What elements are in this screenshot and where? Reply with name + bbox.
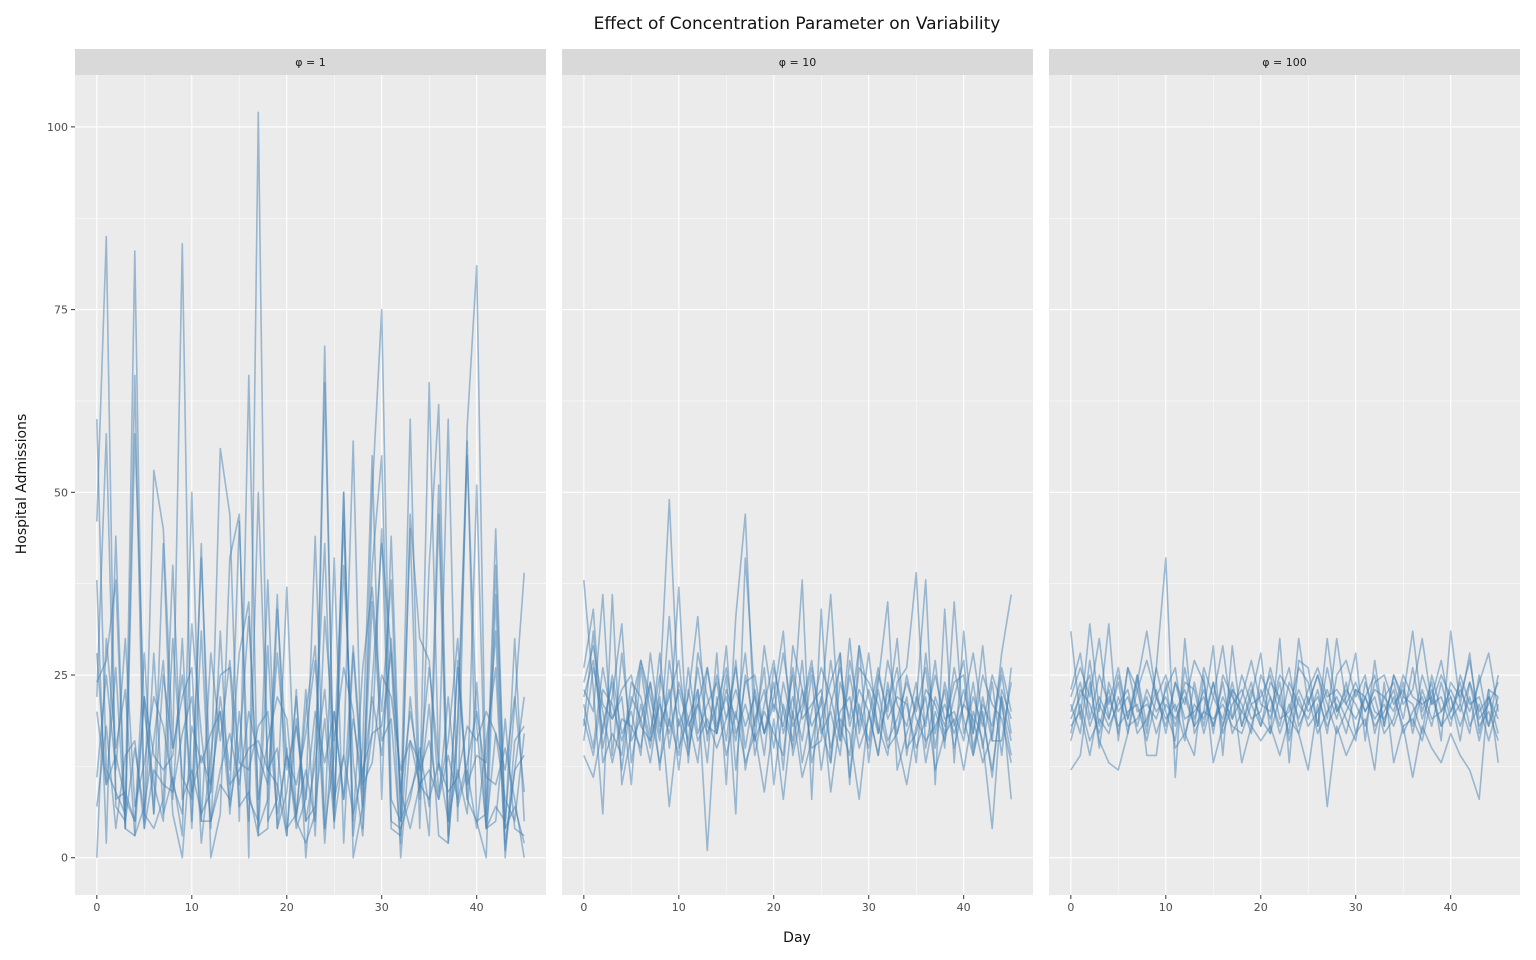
x-tick-label: 40 (1444, 901, 1458, 914)
x-tick-label: 10 (185, 901, 199, 914)
facet-strip (1049, 49, 1520, 75)
chart-title: Effect of Concentration Parameter on Var… (594, 14, 1001, 34)
series-line (583, 659, 1012, 771)
x-tick-label: 30 (862, 901, 876, 914)
y-tick-label: 25 (54, 669, 68, 682)
facet-strip (75, 49, 546, 75)
x-tick-label: 30 (1349, 901, 1363, 914)
series-line (583, 681, 1012, 852)
series-line (1070, 666, 1499, 742)
series-line (1070, 681, 1499, 742)
series-line (96, 637, 525, 859)
series-line (1070, 674, 1499, 808)
y-tick-label: 0 (61, 852, 68, 865)
facet-strip-label: φ = 1 (295, 56, 325, 69)
series-line (583, 630, 1012, 764)
y-tick-label: 75 (54, 304, 68, 317)
facet-strip-label: φ = 10 (779, 56, 816, 69)
x-tick-label: 0 (580, 901, 587, 914)
x-axis-title: Day (783, 930, 811, 946)
facet-panel: φ = 1 0 10 20 30 40 0 25 50 75 100 (47, 49, 546, 914)
x-tick-label: 20 (280, 901, 294, 914)
y-axis-title: Hospital Admissions (14, 414, 30, 555)
facet-panel: φ = 100 0 10 20 30 40 (1049, 49, 1520, 914)
facet-panel: φ = 10 0 10 20 30 40 (562, 49, 1033, 914)
x-tick-label: 40 (470, 901, 484, 914)
x-tick-label: 0 (1067, 901, 1074, 914)
series-line (96, 637, 525, 852)
x-tick-label: 20 (767, 901, 781, 914)
x-tick-label: 10 (1159, 901, 1173, 914)
y-tick-label: 100 (47, 121, 68, 134)
panel-background (1049, 75, 1520, 895)
x-tick-label: 20 (1254, 901, 1268, 914)
x-tick-label: 10 (672, 901, 686, 914)
x-tick-label: 40 (957, 901, 971, 914)
series-line (96, 111, 525, 859)
y-tick-label: 50 (54, 486, 68, 499)
facet-strip (562, 49, 1033, 75)
x-tick-label: 0 (93, 901, 100, 914)
facet-strip-label: φ = 100 (1262, 56, 1306, 69)
series-line (96, 542, 525, 858)
x-tick-label: 30 (375, 901, 389, 914)
